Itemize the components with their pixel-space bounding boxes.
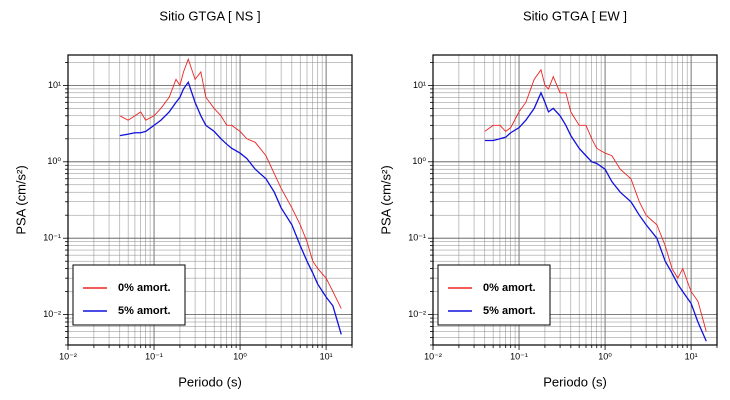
y-tick-label: 10¹: [48, 80, 61, 90]
legend-label: 0% amort.: [483, 282, 536, 294]
x-tick-label: 10⁰: [233, 351, 247, 361]
legend-box: [72, 264, 186, 326]
legend-label: 5% amort.: [483, 305, 536, 317]
y-tick-label: 10⁻¹: [408, 233, 426, 243]
plot-frame: [67, 54, 353, 346]
legend-box: [437, 264, 551, 326]
y-axis-label: PSA (cm/s²): [13, 165, 28, 234]
x-axis-label: Periodo (s): [543, 374, 607, 389]
plot-frame: [432, 54, 718, 346]
y-axis-label: PSA (cm/s²): [378, 165, 393, 234]
series-line: [119, 57, 342, 309]
x-tick-label: 10⁻²: [59, 351, 77, 361]
x-tick-label: 10¹: [685, 351, 698, 361]
series-line: [484, 91, 707, 342]
legend-label: 5% amort.: [118, 305, 171, 317]
legend-label: 0% amort.: [118, 282, 171, 294]
y-tick-label: 10⁻²: [43, 309, 61, 319]
y-tick-label: 10¹: [413, 80, 426, 90]
chart-title: Sitio GTGA [ NS ]: [159, 8, 260, 23]
series-line: [484, 68, 707, 332]
x-tick-label: 10⁰: [598, 351, 612, 361]
x-tick-label: 10⁻²: [424, 351, 442, 361]
chart-title: Sitio GTGA [ EW ]: [523, 8, 627, 23]
y-tick-label: 10⁰: [412, 156, 426, 166]
x-tick-label: 10⁻¹: [145, 351, 163, 361]
y-tick-label: 10⁻²: [408, 309, 426, 319]
y-tick-label: 10⁰: [47, 156, 61, 166]
series-line: [119, 80, 342, 335]
x-tick-label: 10¹: [320, 351, 333, 361]
y-tick-label: 10⁻¹: [43, 233, 61, 243]
x-axis-label: Periodo (s): [178, 374, 242, 389]
x-tick-label: 10⁻¹: [510, 351, 528, 361]
